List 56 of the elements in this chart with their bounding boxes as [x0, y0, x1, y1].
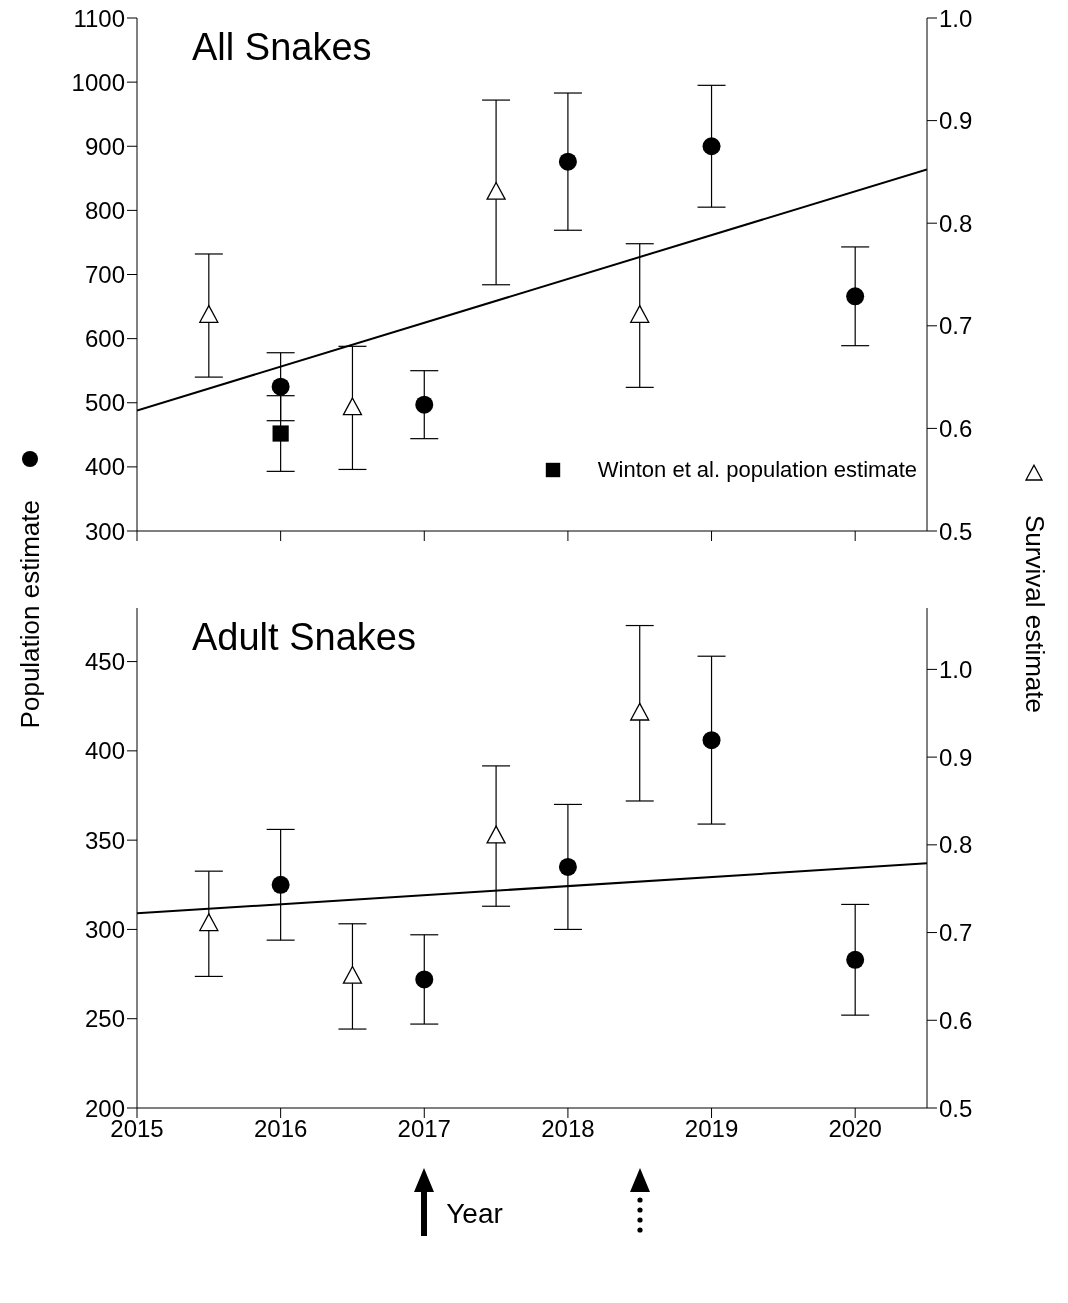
y2-tick-label: 0.6 [939, 1006, 973, 1034]
legend-label: Winton et al. population estimate [597, 457, 917, 483]
y-tick-label: 600 [84, 325, 125, 353]
y2-tick-label: 0.8 [939, 831, 973, 859]
x-tick-label: 2017 [397, 1115, 451, 1143]
chart-title: Adult Snakes [192, 616, 416, 659]
point [271, 875, 290, 894]
y2-tick-label: 0.7 [939, 919, 973, 947]
point [415, 970, 434, 989]
y-axis-title: Population estimate [14, 499, 46, 729]
point [342, 397, 363, 416]
y-tick-label: 450 [84, 648, 125, 676]
point [199, 304, 219, 323]
y-tick-label: 800 [84, 196, 125, 224]
y-tick-label: 250 [84, 1005, 125, 1033]
y2-tick-label: 0.6 [939, 414, 973, 442]
x-tick-label: 2016 [253, 1115, 308, 1143]
y-tick-label: 900 [84, 132, 125, 160]
y2-tick-label: 1.0 [939, 4, 973, 32]
y-tick-label: 300 [84, 915, 125, 943]
point [630, 702, 650, 721]
y-tick-label: 500 [84, 389, 125, 417]
y2-tick-label: 1.0 [939, 655, 973, 683]
y2-tick-label: 0.9 [939, 743, 973, 771]
chart-title: All Snakes [192, 26, 372, 69]
point [199, 913, 219, 932]
point [271, 377, 290, 396]
y2-tick-label: 0.9 [939, 107, 973, 135]
point [486, 181, 506, 200]
x-axis-title: Year [446, 1198, 503, 1230]
y2-tick-label: 0.7 [939, 312, 973, 340]
point [702, 137, 721, 156]
x-tick-label: 2020 [828, 1115, 882, 1143]
y-tick-label: 400 [84, 453, 125, 481]
x-tick-label: 2019 [684, 1115, 739, 1143]
y2-axis-title: Survival estimate [1018, 515, 1050, 713]
y-tick-label: 1100 [73, 4, 125, 32]
point [558, 152, 577, 171]
point [630, 304, 650, 323]
point [415, 395, 434, 414]
y-tick-label: 1000 [71, 68, 125, 96]
y-tick-label: 350 [84, 826, 125, 854]
y-tick-label: 400 [84, 737, 125, 765]
point [846, 950, 865, 969]
point [486, 825, 506, 844]
x-tick-label: 2018 [541, 1115, 595, 1143]
point [846, 287, 865, 306]
point [272, 425, 289, 442]
point [702, 731, 721, 750]
y2-tick-label: 0.8 [939, 209, 973, 237]
point [558, 857, 577, 876]
y-tick-label: 300 [84, 517, 125, 545]
y2-tick-label: 0.5 [939, 517, 973, 545]
y2-tick-label: 0.5 [939, 1094, 973, 1122]
point [342, 965, 363, 984]
y-tick-label: 700 [84, 261, 125, 289]
